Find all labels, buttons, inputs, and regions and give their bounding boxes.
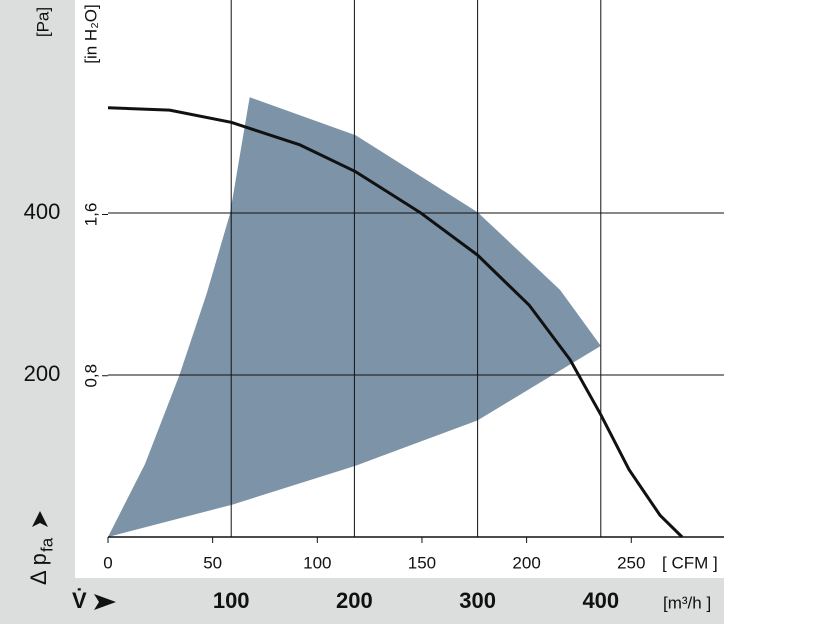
left-band [0,0,75,624]
x-label: V̇ [72,588,87,613]
y-arrow [32,511,48,527]
x2-tick-label: 250 [617,553,645,572]
x2-tick-label: 150 [408,553,436,572]
x-unit: [m³/h ] [663,593,711,612]
x2-unit: [ CFM ] [662,553,718,572]
y2-tick-label: 0,8 [81,364,100,388]
x2-tick-label: 100 [303,553,331,572]
bottom-band [0,578,724,624]
x-tick-label: 100 [213,588,250,613]
x-arrow [94,594,116,610]
y-unit: [Pa] [33,7,52,37]
y-label-subscript: fa [37,537,56,552]
x2-tick-label: 50 [203,553,222,572]
x2-tick-label: 0 [103,553,112,572]
x-tick-label: 300 [459,588,496,613]
y-label-symbol: Δ p [26,553,51,585]
y-label: Δ p fa [26,511,56,585]
y-tick-label: 200 [24,361,61,386]
y2-tick-label: 1,6 [81,203,100,227]
x-tick-label: 400 [582,588,619,613]
plot: 100 200 300 400 200 400 0,8 1,6 0 50 100 150 200 250 [24,0,724,613]
x-tick-label: 200 [336,588,373,613]
x2-tick-label: 200 [512,553,540,572]
y2-unit: [in H₂O] [81,4,100,64]
y-tick-label: 400 [24,199,61,224]
